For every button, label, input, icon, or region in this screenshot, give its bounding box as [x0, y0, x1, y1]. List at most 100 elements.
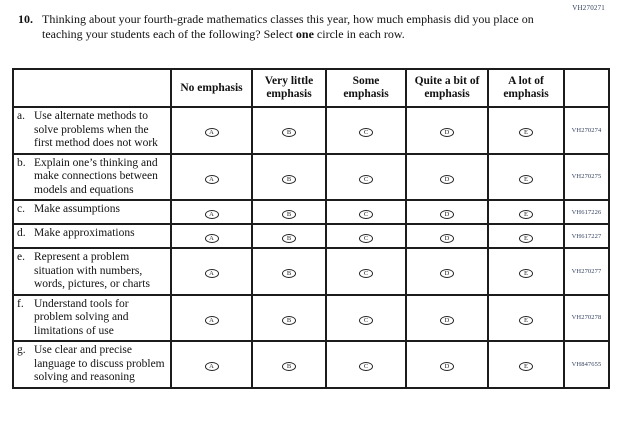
option-cell: C	[325, 247, 407, 296]
answer-oval[interactable]: C	[359, 362, 373, 372]
answer-oval[interactable]: E	[519, 315, 533, 325]
answer-oval[interactable]: B	[282, 210, 296, 219]
row-text: Explain one’s thinking and make connecti…	[34, 156, 158, 196]
table-row: e. Represent a problem situation with nu…	[12, 247, 610, 296]
answer-oval[interactable]: A	[204, 362, 219, 372]
option-cell: B	[251, 247, 327, 296]
answer-oval[interactable]: E	[519, 234, 533, 243]
answer-oval[interactable]: D	[440, 315, 454, 325]
row-code: VH270278	[563, 293, 610, 342]
row-text: Make approximations	[34, 227, 135, 239]
option-cell: A	[170, 340, 253, 389]
header-row: No emphasis Very little emphasis Some em…	[12, 68, 610, 108]
answer-oval[interactable]: B	[282, 234, 296, 243]
option-cell: A	[170, 223, 253, 249]
option-cell: C	[325, 106, 407, 155]
row-code: VH270277	[563, 247, 610, 296]
emphasis-table: No emphasis Very little emphasis Some em…	[12, 68, 610, 389]
option-cell: E	[487, 152, 565, 201]
answer-oval[interactable]: B	[282, 174, 296, 184]
option-cell: D	[405, 199, 489, 225]
header-code-blank	[563, 68, 610, 108]
option-cell: E	[487, 106, 565, 155]
row-label-cell: b. Explain one’s thinking and make conne…	[12, 152, 172, 201]
row-letter: f.	[17, 297, 24, 310]
option-cell: B	[251, 199, 327, 225]
answer-oval[interactable]: E	[519, 362, 533, 372]
option-cell: E	[487, 340, 565, 389]
row-text: Represent a problem situation with numbe…	[34, 251, 150, 290]
header-blank	[12, 68, 172, 108]
answer-oval[interactable]: A	[204, 315, 219, 325]
answer-oval[interactable]: A	[204, 128, 219, 138]
table-row: a. Use alternate methods to solve proble…	[12, 106, 610, 155]
option-cell: B	[251, 293, 327, 342]
row-letter: a.	[17, 110, 25, 122]
answer-oval[interactable]: A	[204, 269, 219, 279]
question-bold-word: one	[295, 27, 314, 41]
answer-oval[interactable]: D	[440, 210, 454, 219]
answer-oval[interactable]: A	[204, 210, 219, 219]
answer-oval[interactable]: C	[359, 128, 373, 138]
option-cell: C	[325, 293, 407, 342]
answer-oval[interactable]: B	[282, 362, 296, 372]
row-code: VH847655	[563, 340, 610, 389]
page-code: VH270271	[572, 4, 605, 12]
answer-oval[interactable]: B	[282, 128, 296, 138]
answer-oval[interactable]: C	[359, 269, 373, 279]
option-cell: C	[325, 223, 407, 249]
option-cell: A	[170, 199, 253, 225]
header-a-lot-of-emphasis: A lot of emphasis	[487, 68, 565, 108]
option-cell: A	[170, 106, 253, 155]
table-row: c. Make assumptions A B C D E VH617226	[12, 199, 610, 225]
answer-oval[interactable]: C	[359, 174, 373, 184]
option-cell: A	[170, 293, 253, 342]
option-cell: D	[405, 340, 489, 389]
row-label-cell: a. Use alternate methods to solve proble…	[12, 106, 172, 155]
answer-oval[interactable]: D	[440, 128, 454, 138]
answer-oval[interactable]: E	[519, 269, 533, 279]
answer-oval[interactable]: E	[519, 174, 533, 184]
option-cell: E	[487, 247, 565, 296]
option-cell: B	[251, 223, 327, 249]
answer-oval[interactable]: B	[282, 269, 296, 279]
option-cell: C	[325, 340, 407, 389]
table-row: g. Use clear and precise language to dis…	[12, 340, 610, 389]
row-label-cell: c. Make assumptions	[12, 199, 172, 225]
answer-oval[interactable]: E	[519, 128, 533, 138]
table-row: d. Make approximations A B C D E VH61722…	[12, 223, 610, 249]
option-cell: D	[405, 293, 489, 342]
option-cell: A	[170, 152, 253, 201]
option-cell: B	[251, 340, 327, 389]
answer-oval[interactable]: C	[359, 234, 373, 243]
question-text: Thinking about your fourth-grade mathema…	[42, 12, 547, 42]
answer-oval[interactable]: A	[204, 234, 219, 243]
header-some-emphasis: Some emphasis	[325, 68, 407, 108]
row-letter: b.	[17, 156, 26, 169]
row-label-cell: e. Represent a problem situation with nu…	[12, 247, 172, 296]
answer-oval[interactable]: D	[440, 362, 454, 372]
answer-oval[interactable]: C	[359, 315, 373, 325]
emphasis-table-body: a. Use alternate methods to solve proble…	[12, 106, 610, 389]
answer-oval[interactable]: D	[440, 234, 454, 243]
option-cell: C	[325, 152, 407, 201]
question-text-before: Thinking about your fourth-grade mathema…	[42, 12, 534, 41]
answer-oval[interactable]: A	[204, 174, 219, 184]
header-quite-a-bit-of-emphasis: Quite a bit of emphasis	[405, 68, 489, 108]
answer-oval[interactable]: B	[282, 315, 296, 325]
row-letter: c.	[17, 203, 25, 215]
option-cell: D	[405, 247, 489, 296]
option-cell: E	[487, 199, 565, 225]
answer-oval[interactable]: E	[519, 210, 533, 219]
question-block: 10. Thinking about your fourth-grade mat…	[18, 12, 558, 42]
option-cell: B	[251, 152, 327, 201]
answer-oval[interactable]: C	[359, 210, 373, 219]
table-row: b. Explain one’s thinking and make conne…	[12, 152, 610, 201]
row-label-cell: g. Use clear and precise language to dis…	[12, 340, 172, 389]
answer-oval[interactable]: D	[440, 174, 454, 184]
row-label-cell: d. Make approximations	[12, 223, 172, 249]
option-cell: D	[405, 223, 489, 249]
answer-oval[interactable]: D	[440, 269, 454, 279]
table-row: f. Understand tools for problem solving …	[12, 293, 610, 342]
row-code: VH617226	[563, 199, 610, 225]
